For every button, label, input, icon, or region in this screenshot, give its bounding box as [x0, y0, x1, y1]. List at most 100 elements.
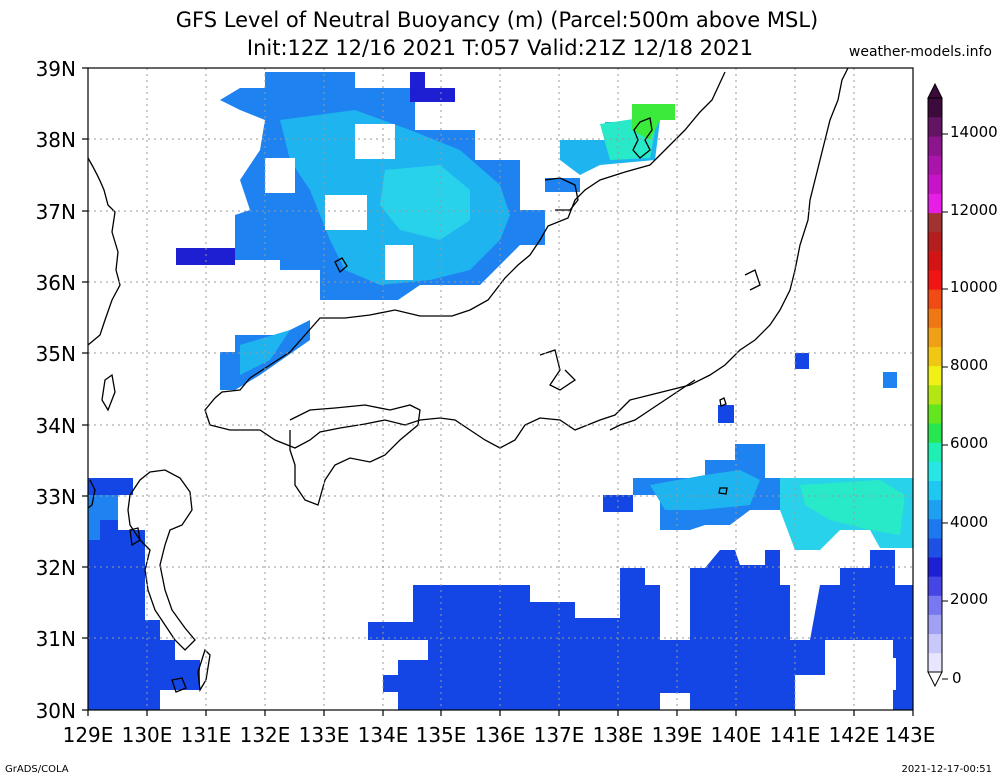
tick-marks [82, 67, 914, 716]
colorbar-label: 4000 [950, 513, 988, 531]
lon-label: 132E [240, 723, 291, 747]
oki-island [334, 257, 348, 274]
lon-label: 136E [475, 723, 526, 747]
field-area [632, 104, 675, 140]
buoyancy-field [88, 72, 913, 710]
lat-label: 31N [36, 627, 76, 651]
site-label: weather-models.info [848, 44, 992, 60]
kyushu-coast [127, 469, 196, 651]
colorbar-swatch [928, 117, 942, 137]
colorbar-swatch [928, 499, 942, 520]
colorbar-swatch [928, 385, 942, 405]
goto [129, 527, 141, 547]
field-area [718, 405, 734, 423]
colorbar-swatch [928, 212, 942, 233]
field-hole [265, 158, 295, 193]
lon-label: 137E [534, 723, 585, 747]
colorbar-min-arrow [927, 671, 943, 688]
korea-coast [87, 157, 121, 346]
field-area [795, 353, 809, 369]
colorbar-swatch [928, 480, 942, 501]
boso [744, 269, 761, 291]
lon-labels: 129E 130E 131E 132E 133E 134E 135E 136E … [63, 723, 936, 747]
colorbar-swatch [928, 518, 942, 539]
coastlines [87, 67, 849, 693]
tsushima [101, 373, 116, 412]
colorbar-swatch [928, 136, 942, 156]
field-area [800, 480, 905, 535]
grid [88, 68, 913, 710]
colorbar-swatch [928, 174, 942, 194]
colorbar-swatch [928, 155, 942, 175]
lon-label: 129E [63, 723, 114, 747]
lat-label: 32N [36, 556, 76, 580]
lon-label: 135E [416, 723, 467, 747]
colorbar-label: 0 [952, 669, 962, 687]
colorbar-swatch [928, 231, 942, 252]
field-hole [385, 245, 413, 280]
colorbar-swatch [928, 404, 942, 424]
field-area [650, 470, 760, 510]
lon-label: 133E [299, 723, 350, 747]
colorbar-swatch [928, 461, 942, 481]
field-area [380, 165, 470, 240]
colorbar-label: 10000 [950, 278, 998, 296]
field-area [88, 495, 118, 540]
colorbar-swatch [928, 576, 942, 596]
lon-label: 141E [770, 723, 821, 747]
field-hole [325, 195, 367, 230]
colorbar-max-arrow [927, 82, 943, 99]
sea-of-japan-patch [176, 72, 545, 300]
colorbar-swatch [928, 442, 942, 462]
lat-label: 36N [36, 271, 76, 295]
lat-label: 37N [36, 200, 76, 224]
field-area [603, 495, 633, 512]
lon-label: 131E [181, 723, 232, 747]
colorbar-swatch [928, 557, 942, 577]
colorbar-label: 14000 [950, 123, 998, 141]
colorbar-swatch [928, 327, 942, 348]
colorbar-swatch [928, 251, 942, 271]
kyushu-west [87, 479, 96, 509]
lon-label: 138E [593, 723, 644, 747]
south-patch [368, 550, 913, 710]
yakushima [171, 677, 187, 693]
lat-label: 33N [36, 485, 76, 509]
map-subtitle: Init:12Z 12/16 2021 T:057 Valid:21Z 12/1… [246, 36, 754, 60]
field-hole [355, 124, 395, 159]
field-area [240, 330, 290, 375]
field-area [176, 248, 235, 265]
sado-island [632, 117, 653, 159]
field-hole [413, 640, 428, 660]
field-area [88, 478, 200, 710]
lat-labels: 39N 38N 37N 36N 35N 34N 33N 32N 31N 30N [36, 57, 76, 723]
lat-label: 30N [36, 699, 76, 723]
colorbar-swatch [928, 595, 942, 615]
lon-label: 140E [711, 723, 762, 747]
colorbar-swatch [928, 346, 942, 367]
lat-label: 34N [36, 414, 76, 438]
tanegashima [197, 648, 211, 692]
field-area [410, 72, 455, 102]
colorbar-swatch [928, 270, 942, 290]
colorbar-swatch [928, 98, 942, 118]
noto-peninsula [544, 177, 579, 211]
shikoku-coast [289, 404, 421, 506]
lon-label: 134E [358, 723, 409, 747]
colorbar-label: 6000 [950, 434, 988, 452]
colorbar-label: 8000 [950, 356, 988, 374]
colorbar-swatch [928, 423, 942, 443]
colorbar-swatch [928, 289, 942, 309]
southeast-patch [603, 444, 913, 550]
lat-label: 39N [36, 57, 76, 81]
lat-label: 35N [36, 342, 76, 366]
colorbar-swatch [928, 538, 942, 558]
footer-timestamp: 2021-12-17-00:51 [901, 764, 992, 775]
colorbar-swatch [928, 308, 942, 328]
northeast-patch [545, 104, 675, 192]
lon-label: 142E [829, 723, 880, 747]
lon-label: 130E [122, 723, 173, 747]
field-area [545, 178, 580, 192]
field-area [883, 372, 897, 388]
